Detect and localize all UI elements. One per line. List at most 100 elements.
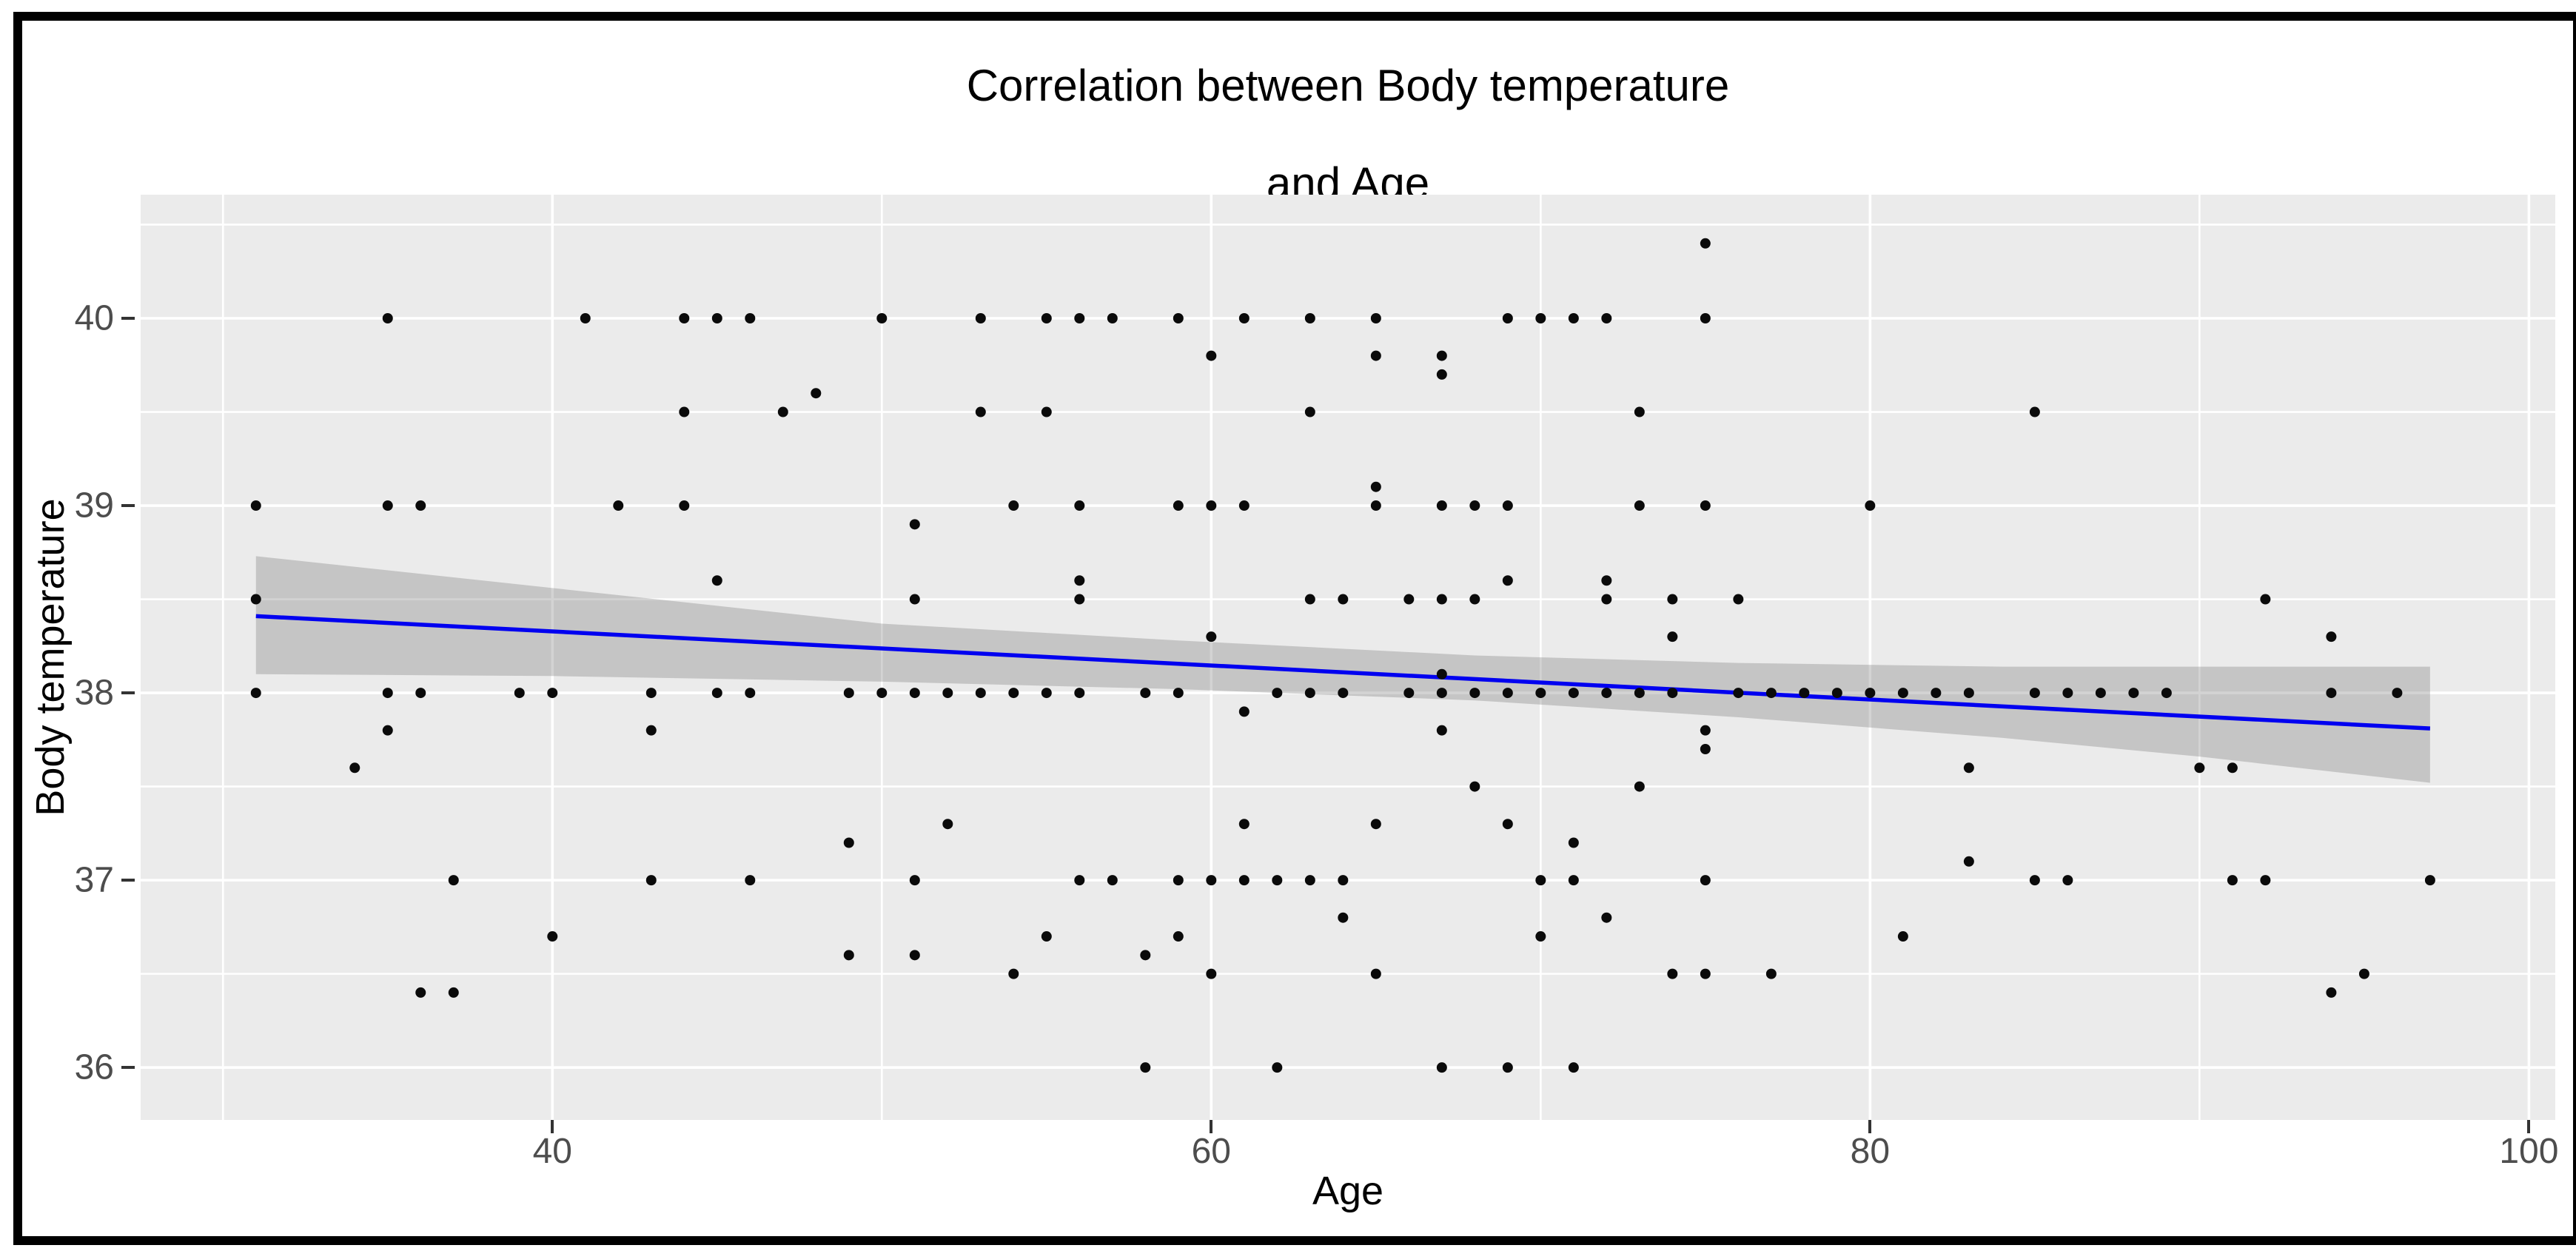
data-point xyxy=(1667,594,1678,605)
data-point xyxy=(679,313,690,324)
data-point xyxy=(1206,350,1217,361)
data-point xyxy=(1502,688,1513,699)
data-point xyxy=(1206,631,1217,643)
data-point xyxy=(1074,575,1085,586)
data-point xyxy=(1074,688,1085,699)
data-point xyxy=(1865,500,1876,511)
data-point xyxy=(1206,968,1217,979)
data-point xyxy=(1041,406,1052,417)
data-point xyxy=(1370,500,1381,511)
data-point xyxy=(1601,313,1612,324)
data-point xyxy=(2392,688,2403,699)
data-point xyxy=(711,313,722,324)
y-tick-label: 39 xyxy=(74,486,114,526)
data-point xyxy=(1107,313,1118,324)
x-tick-label: 60 xyxy=(1191,1132,1231,1171)
data-point xyxy=(1535,931,1546,942)
data-point xyxy=(1700,968,1711,979)
data-point xyxy=(448,987,459,998)
data-point xyxy=(1140,1062,1151,1073)
data-point xyxy=(1700,238,1711,249)
data-point xyxy=(1206,500,1217,511)
data-point xyxy=(1469,500,1480,511)
data-point xyxy=(547,688,558,699)
data-point xyxy=(382,688,393,699)
data-point xyxy=(1304,875,1315,886)
data-point xyxy=(1436,725,1447,736)
data-point xyxy=(1601,594,1612,605)
x-axis-title: Age xyxy=(1312,1169,1384,1213)
data-point xyxy=(645,688,657,699)
data-point xyxy=(711,575,722,586)
plot-frame xyxy=(13,12,2576,1245)
data-point xyxy=(2062,688,2073,699)
data-point xyxy=(1502,575,1513,586)
data-point xyxy=(1304,406,1315,417)
data-point xyxy=(1436,688,1447,699)
data-point xyxy=(1238,706,1250,717)
data-point xyxy=(1469,594,1480,605)
data-point xyxy=(382,725,393,736)
data-point xyxy=(1436,369,1447,380)
data-point xyxy=(1074,500,1085,511)
x-tick-label: 80 xyxy=(1850,1132,1891,1171)
y-tick-mark xyxy=(121,879,135,882)
data-point xyxy=(1469,781,1480,792)
data-point xyxy=(1074,313,1085,324)
data-point xyxy=(1897,688,1908,699)
data-point xyxy=(1370,968,1381,979)
data-point xyxy=(1370,350,1381,361)
data-point xyxy=(745,875,756,886)
data-point xyxy=(745,688,756,699)
data-point xyxy=(2194,762,2205,774)
data-point xyxy=(580,313,591,324)
data-point xyxy=(2424,875,2435,886)
x-tick-label: 100 xyxy=(2499,1132,2559,1171)
data-point xyxy=(1041,688,1052,699)
data-point xyxy=(777,406,788,417)
data-point xyxy=(909,594,920,605)
data-point xyxy=(2358,968,2369,979)
data-point xyxy=(1436,500,1447,511)
data-point xyxy=(1963,762,1974,774)
regression-line xyxy=(255,614,2431,731)
x-tick-mark xyxy=(551,1120,554,1133)
data-point xyxy=(1436,1062,1447,1073)
data-point xyxy=(382,313,393,324)
y-tick-mark xyxy=(121,504,135,508)
data-point xyxy=(1140,688,1151,699)
chart-title-line1: Correlation between Body temperature xyxy=(966,61,1730,110)
data-point xyxy=(1008,500,1019,511)
data-point xyxy=(448,875,459,886)
data-point xyxy=(2095,688,2106,699)
data-point xyxy=(1403,594,1415,605)
data-point xyxy=(909,950,920,961)
plot-panel xyxy=(141,195,2555,1120)
data-point xyxy=(1370,313,1381,324)
data-point xyxy=(1700,313,1711,324)
data-point xyxy=(415,688,426,699)
data-point xyxy=(1634,500,1645,511)
data-point xyxy=(1272,688,1283,699)
data-point xyxy=(1667,968,1678,979)
data-point xyxy=(349,762,360,774)
x-tick-mark xyxy=(1868,1120,1872,1133)
data-point xyxy=(2161,688,2172,699)
data-point xyxy=(514,688,525,699)
data-point xyxy=(2260,875,2271,886)
data-point xyxy=(1502,313,1513,324)
data-point xyxy=(1436,594,1447,605)
data-point xyxy=(1535,875,1546,886)
data-point xyxy=(645,875,657,886)
data-point xyxy=(382,500,393,511)
data-point xyxy=(1865,688,1876,699)
data-point xyxy=(1897,931,1908,942)
data-point xyxy=(1502,500,1513,511)
data-point xyxy=(1700,875,1711,886)
data-point xyxy=(843,688,854,699)
scatter-plot-svg xyxy=(141,195,2555,1120)
data-point xyxy=(1008,688,1019,699)
data-point xyxy=(1338,688,1349,699)
data-point xyxy=(415,987,426,998)
data-point xyxy=(2062,875,2073,886)
